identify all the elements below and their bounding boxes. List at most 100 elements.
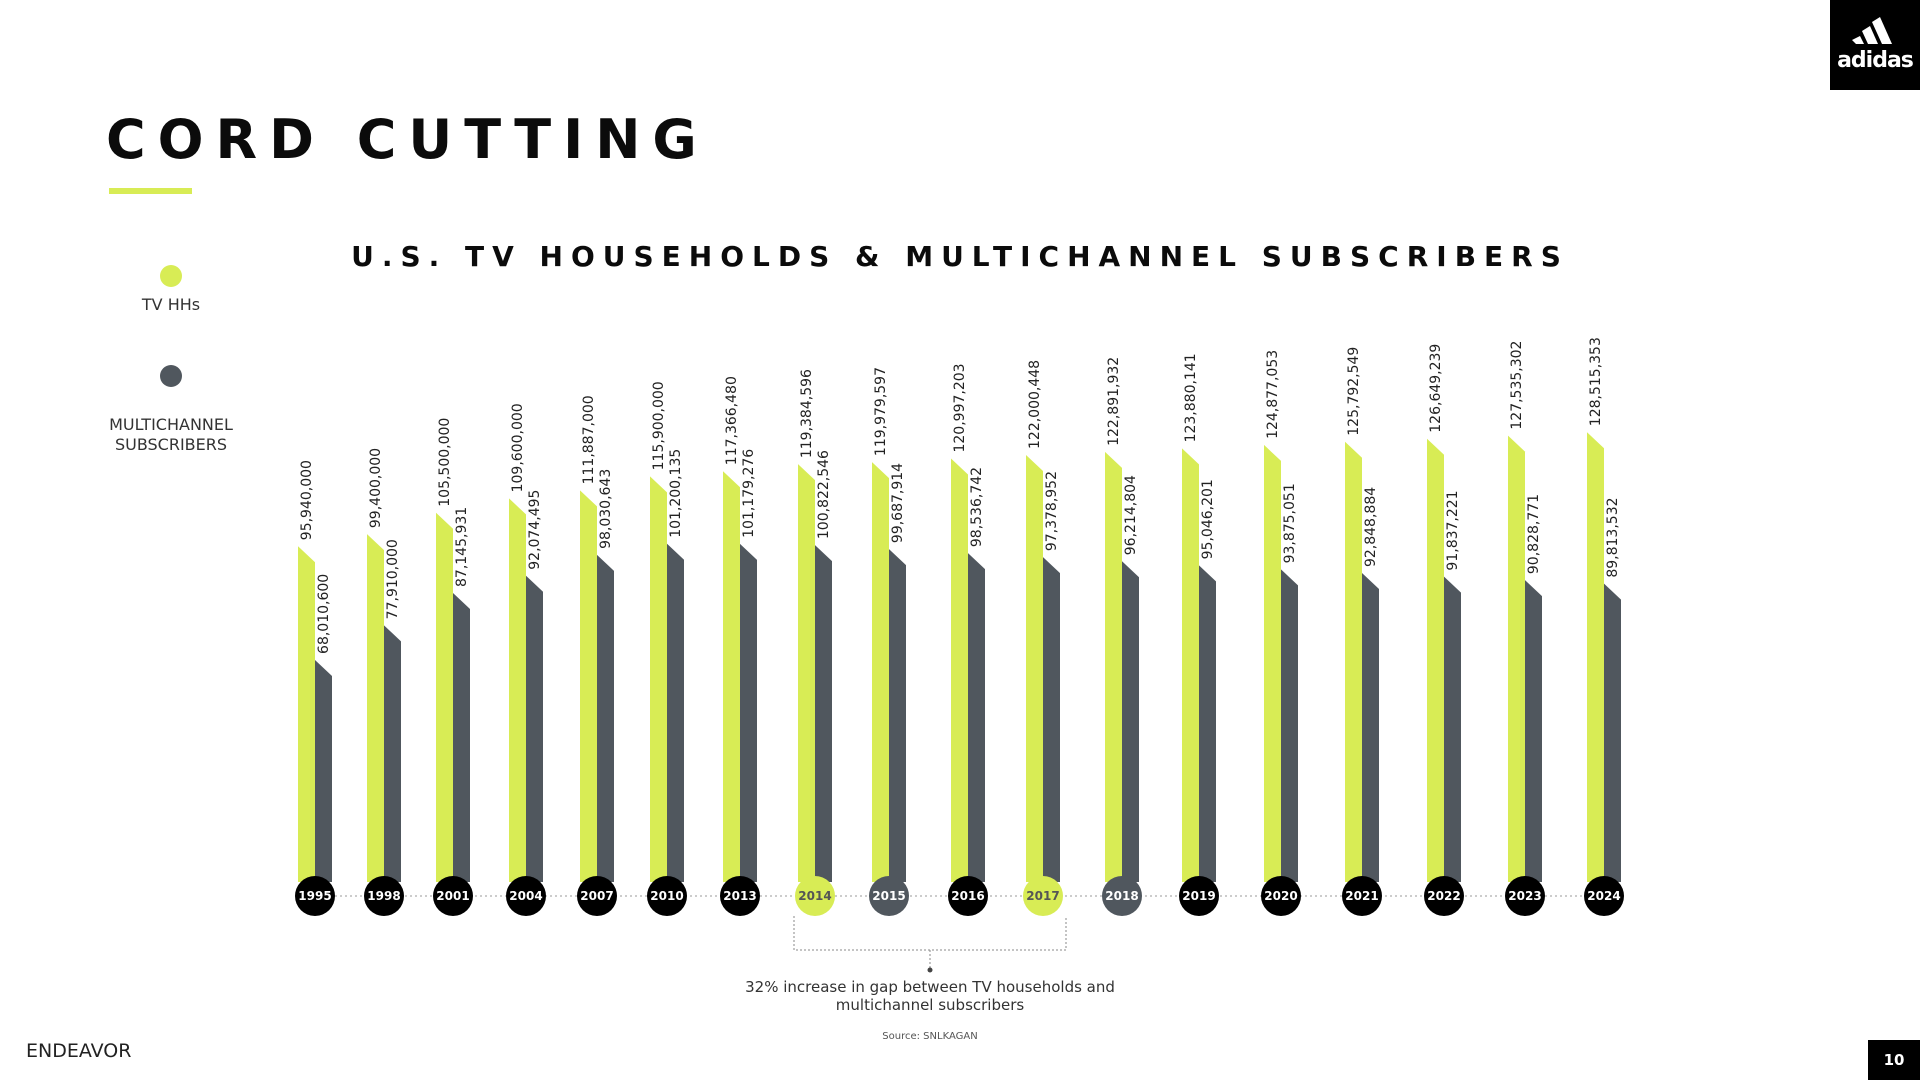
year-marker-2004 bbox=[506, 876, 546, 916]
label-multichannel-2023: 90,828,771 bbox=[1526, 494, 1542, 574]
year-marker-2019 bbox=[1179, 876, 1219, 916]
bar-multichannel-2010 bbox=[667, 543, 684, 882]
legend-dot-tv-hhs bbox=[160, 265, 182, 287]
adidas-logo: adidas bbox=[1830, 0, 1920, 90]
bar-tv-hhs-2004 bbox=[509, 498, 526, 882]
label-tv-hhs-2024: 128,515,353 bbox=[1588, 337, 1604, 426]
label-tv-hhs-2010: 115,900,000 bbox=[651, 381, 667, 470]
bar-tv-hhs-2024 bbox=[1587, 432, 1604, 882]
tick-label-2019: 2019 bbox=[1182, 889, 1215, 903]
year-marker-2024 bbox=[1584, 876, 1624, 916]
legend-dot-multichannel bbox=[160, 365, 182, 387]
page-title: CORD CUTTING bbox=[106, 108, 709, 171]
tick-label-2022: 2022 bbox=[1427, 889, 1460, 903]
year-marker-2015 bbox=[869, 876, 909, 916]
label-tv-hhs-2013: 117,366,480 bbox=[724, 376, 740, 465]
bar-tv-hhs-2023 bbox=[1508, 435, 1525, 882]
label-tv-hhs-2016: 120,997,203 bbox=[952, 363, 968, 452]
tick-label-2021: 2021 bbox=[1345, 889, 1378, 903]
bar-tv-hhs-2019 bbox=[1182, 448, 1199, 882]
label-tv-hhs-1995: 95,940,000 bbox=[299, 460, 315, 540]
year-marker-2001 bbox=[433, 876, 473, 916]
year-marker-1998 bbox=[364, 876, 404, 916]
bar-multichannel-2007 bbox=[597, 554, 614, 882]
bar-multichannel-1998 bbox=[384, 625, 401, 882]
label-tv-hhs-2019: 123,880,141 bbox=[1183, 353, 1199, 442]
legend-item-tv-hhs: TV HHs bbox=[91, 265, 251, 315]
label-multichannel-2018: 96,214,804 bbox=[1123, 475, 1139, 555]
title-underline bbox=[109, 188, 192, 194]
tick-label-2014: 2014 bbox=[798, 889, 831, 903]
bar-tv-hhs-2020 bbox=[1264, 444, 1281, 882]
bar-tv-hhs-2013 bbox=[723, 471, 740, 882]
legend-label-multichannel: MULTICHANNEL SUBSCRIBERS bbox=[109, 415, 233, 454]
year-marker-2017 bbox=[1023, 876, 1063, 916]
label-tv-hhs-2015: 119,979,597 bbox=[873, 367, 889, 456]
tick-label-2007: 2007 bbox=[580, 889, 613, 903]
label-multichannel-2019: 95,046,201 bbox=[1200, 479, 1216, 559]
bar-multichannel-2013 bbox=[740, 543, 757, 882]
bar-tv-hhs-2021 bbox=[1345, 441, 1362, 882]
label-multichannel-2014: 100,822,546 bbox=[816, 450, 832, 539]
tick-label-2016: 2016 bbox=[951, 889, 984, 903]
annotation-dot bbox=[927, 967, 933, 973]
bar-multichannel-2001 bbox=[453, 592, 470, 882]
year-marker-1995 bbox=[295, 876, 335, 916]
bar-tv-hhs-2016 bbox=[951, 458, 968, 882]
bar-tv-hhs-2022 bbox=[1427, 438, 1444, 882]
label-tv-hhs-2017: 122,000,448 bbox=[1027, 360, 1043, 449]
tick-label-1998: 1998 bbox=[367, 889, 400, 903]
bar-multichannel-2024 bbox=[1604, 583, 1621, 882]
bar-multichannel-2016 bbox=[968, 553, 985, 882]
bar-tv-hhs-2017 bbox=[1026, 454, 1043, 882]
year-marker-2022 bbox=[1424, 876, 1464, 916]
bar-multichannel-2021 bbox=[1362, 573, 1379, 882]
tick-label-2017: 2017 bbox=[1026, 889, 1059, 903]
tick-label-2018: 2018 bbox=[1105, 889, 1138, 903]
year-marker-2010 bbox=[647, 876, 687, 916]
bar-multichannel-2018 bbox=[1122, 561, 1139, 882]
bar-multichannel-2015 bbox=[889, 549, 906, 882]
label-multichannel-2013: 101,179,276 bbox=[741, 449, 757, 538]
year-marker-2023 bbox=[1505, 876, 1545, 916]
annotation-text: 32% increase in gap between TV household… bbox=[745, 978, 1115, 1014]
label-tv-hhs-2021: 125,792,549 bbox=[1346, 347, 1362, 436]
year-marker-2007 bbox=[577, 876, 617, 916]
bar-multichannel-2023 bbox=[1525, 580, 1542, 882]
label-multichannel-2022: 91,837,221 bbox=[1445, 490, 1461, 570]
label-multichannel-1995: 68,010,600 bbox=[316, 574, 332, 654]
bar-tv-hhs-2014 bbox=[798, 464, 815, 882]
year-marker-2018 bbox=[1102, 876, 1142, 916]
year-marker-2016 bbox=[948, 876, 988, 916]
tick-label-2024: 2024 bbox=[1587, 889, 1620, 903]
bar-multichannel-2017 bbox=[1043, 557, 1060, 882]
year-marker-2021 bbox=[1342, 876, 1382, 916]
tick-label-2004: 2004 bbox=[509, 889, 542, 903]
bar-multichannel-2014 bbox=[815, 545, 832, 882]
bar-tv-hhs-2001 bbox=[436, 512, 453, 882]
year-marker-2020 bbox=[1261, 876, 1301, 916]
bar-tv-hhs-2015 bbox=[872, 462, 889, 882]
tick-label-1995: 1995 bbox=[298, 889, 331, 903]
label-tv-hhs-2001: 105,500,000 bbox=[437, 418, 453, 507]
label-multichannel-2007: 98,030,643 bbox=[598, 469, 614, 549]
bar-multichannel-2019 bbox=[1199, 565, 1216, 882]
label-multichannel-1998: 77,910,000 bbox=[385, 539, 401, 619]
legend-label-tv-hhs: TV HHs bbox=[141, 295, 201, 314]
bar-multichannel-1995 bbox=[315, 659, 332, 882]
tick-label-2013: 2013 bbox=[723, 889, 756, 903]
label-multichannel-2020: 93,875,051 bbox=[1282, 483, 1298, 563]
label-tv-hhs-2023: 127,535,302 bbox=[1509, 341, 1525, 430]
bar-tv-hhs-1995 bbox=[298, 546, 315, 882]
label-multichannel-2017: 97,378,952 bbox=[1044, 471, 1060, 551]
label-tv-hhs-2004: 109,600,000 bbox=[510, 403, 526, 492]
tick-label-2020: 2020 bbox=[1264, 889, 1297, 903]
adidas-wordmark: adidas bbox=[1837, 48, 1914, 73]
bar-tv-hhs-2018 bbox=[1105, 451, 1122, 882]
bar-tv-hhs-1998 bbox=[367, 534, 384, 882]
tick-label-2001: 2001 bbox=[436, 889, 469, 903]
label-multichannel-2015: 99,687,914 bbox=[890, 463, 906, 543]
year-marker-2013 bbox=[720, 876, 760, 916]
footer-brand: ENDEAVOR bbox=[26, 1040, 132, 1062]
